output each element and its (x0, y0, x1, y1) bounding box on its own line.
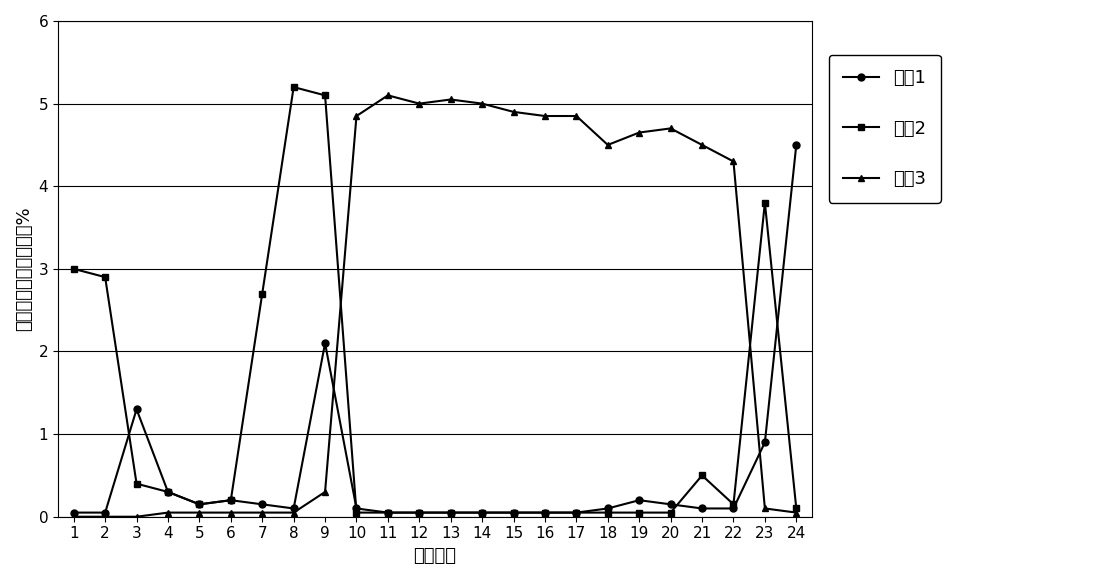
聚瘷1 (412, 509, 426, 516)
聚瘷3 (664, 125, 678, 132)
聚瘷3 (790, 509, 803, 516)
聚瘷1 (287, 505, 300, 512)
聚瘷2 (224, 496, 238, 503)
聚瘷1 (475, 509, 488, 516)
聚瘷2 (67, 266, 80, 273)
聚瘷1 (130, 406, 143, 413)
聚瘷1 (664, 501, 678, 508)
聚瘷3 (632, 129, 646, 136)
聚瘷2 (350, 509, 363, 516)
聚瘷2 (538, 509, 551, 516)
聚瘷2 (602, 509, 615, 516)
聚瘷1 (632, 496, 646, 503)
聚瘷3 (382, 92, 395, 99)
聚瘷3 (507, 108, 520, 115)
聚瘷1 (192, 501, 206, 508)
聚瘷2 (99, 274, 112, 281)
聚瘷2 (664, 509, 678, 516)
聚瘷1 (319, 340, 332, 347)
聚瘷1 (570, 509, 583, 516)
聚瘷3 (695, 142, 708, 148)
聚瘷3 (319, 488, 332, 495)
聚瘷3 (475, 100, 488, 107)
聚瘷1 (162, 488, 175, 495)
聚瘷3 (350, 113, 363, 119)
聚瘷3 (224, 509, 238, 516)
聚瘷1 (444, 509, 458, 516)
聚瘷3 (570, 113, 583, 119)
聚瘷3 (412, 100, 426, 107)
聚瘷3 (255, 509, 268, 516)
聚瘷3 (444, 96, 458, 103)
聚瘷2 (695, 472, 708, 479)
聚瘷3 (162, 509, 175, 516)
聚瘷3 (130, 513, 143, 520)
聚瘷2 (475, 509, 488, 516)
Line: 聚瘷3: 聚瘷3 (70, 92, 800, 520)
Line: 聚瘷2: 聚瘷2 (70, 84, 800, 516)
聚瘷1 (695, 505, 708, 512)
聚瘷2 (382, 509, 395, 516)
聚瘷2 (632, 509, 646, 516)
聚瘷3 (287, 509, 300, 516)
聚瘷2 (162, 488, 175, 495)
聚瘷1 (255, 501, 268, 508)
聚瘷1 (507, 509, 520, 516)
聚瘷2 (727, 501, 740, 508)
聚瘷2 (444, 509, 458, 516)
聚瘷1 (758, 439, 771, 446)
聚瘷3 (67, 513, 80, 520)
聚瘷2 (130, 480, 143, 487)
Line: 聚瘷1: 聚瘷1 (70, 142, 800, 516)
聚瘷2 (319, 92, 332, 99)
聚瘷1 (790, 142, 803, 148)
聚瘷1 (727, 505, 740, 512)
聚瘷3 (727, 158, 740, 165)
聚瘷3 (602, 142, 615, 148)
Y-axis label: 整个样本中的出现概率%: 整个样本中的出现概率% (15, 206, 33, 331)
聚瘷2 (287, 84, 300, 90)
聚瘷3 (99, 513, 112, 520)
聚瘷1 (382, 509, 395, 516)
聚瘷2 (507, 509, 520, 516)
聚瘷1 (350, 505, 363, 512)
聚瘷3 (192, 509, 206, 516)
聚瘷2 (412, 509, 426, 516)
聚瘷1 (538, 509, 551, 516)
聚瘷2 (192, 501, 206, 508)
聚瘷3 (538, 113, 551, 119)
聚瘷1 (602, 505, 615, 512)
聚瘷2 (255, 290, 268, 297)
聚瘷1 (224, 496, 238, 503)
聚瘷2 (758, 200, 771, 206)
X-axis label: 单位小时: 单位小时 (414, 547, 456, 565)
聚瘷2 (790, 505, 803, 512)
聚瘷2 (570, 509, 583, 516)
聚瘷3 (758, 505, 771, 512)
聚瘷1 (99, 509, 112, 516)
Legend: 聚瘷1, 聚瘷2, 聚瘷3: 聚瘷1, 聚瘷2, 聚瘷3 (828, 55, 940, 202)
聚瘷1 (67, 509, 80, 516)
